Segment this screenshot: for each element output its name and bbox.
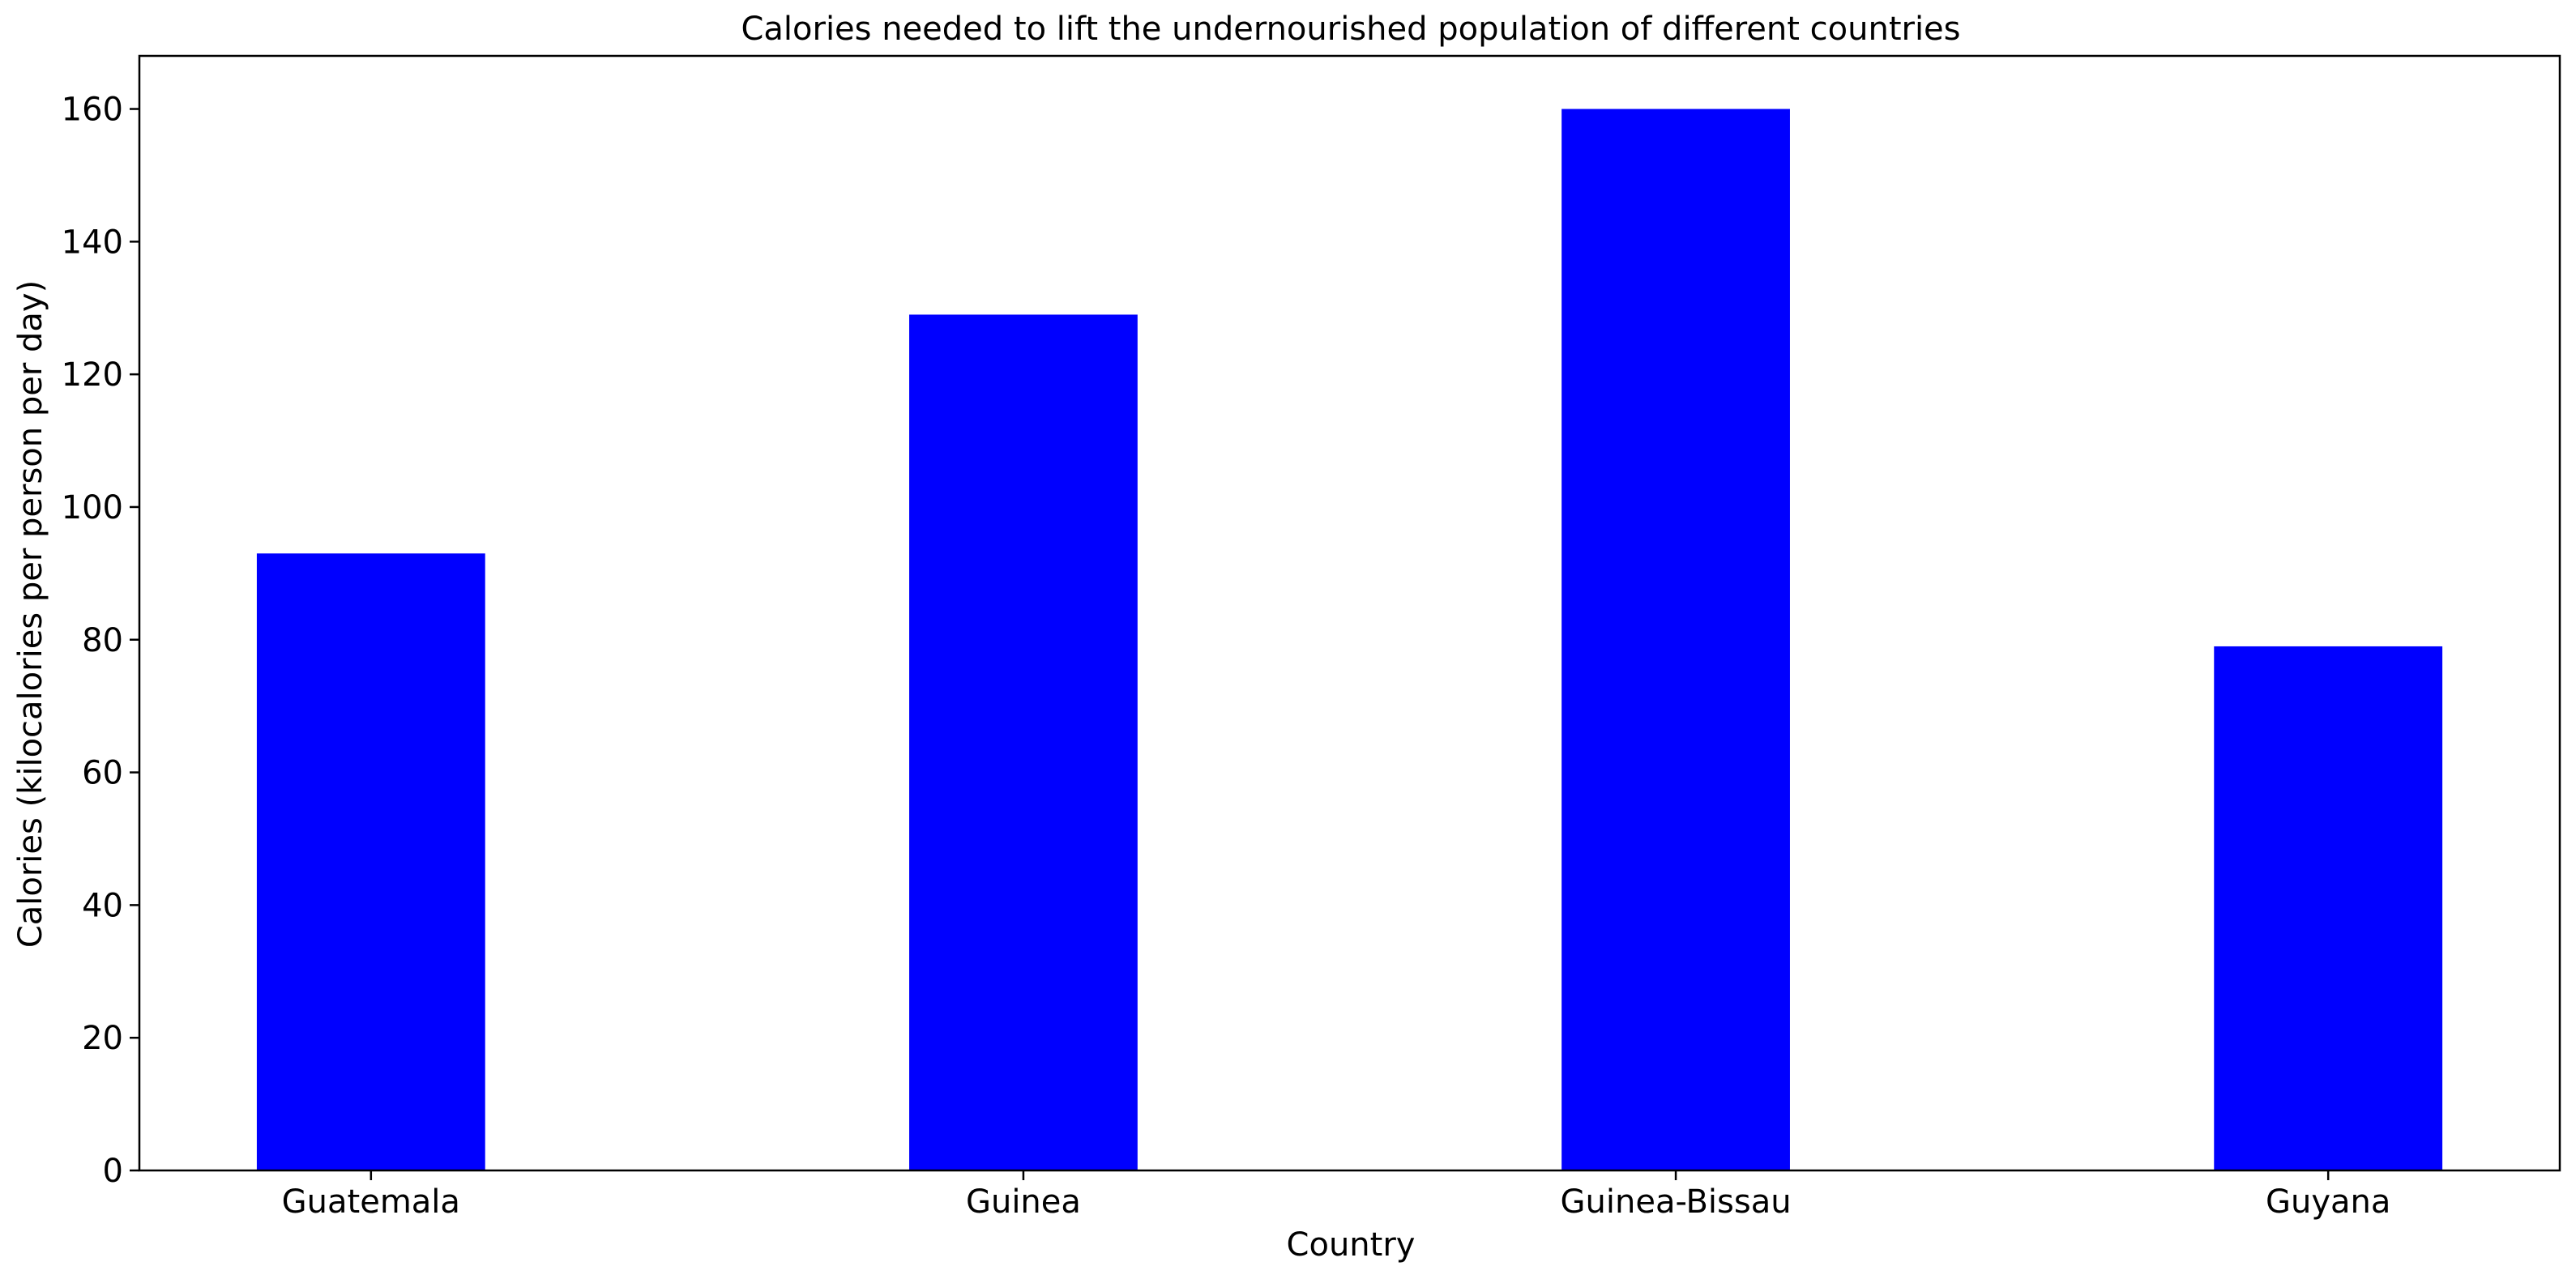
y-tick-label: 20 [82,1020,123,1057]
y-tick-label: 40 [82,887,123,924]
y-tick-label: 80 [82,622,123,659]
x-tick-label: Guinea [966,1183,1081,1221]
y-tick-label: 140 [62,224,123,261]
bars-group [256,109,2443,1170]
y-axis-ticks: 0 20 40 60 80 100 120 140 160 [62,92,139,1190]
x-axis-ticks: Guatemala Guinea Guinea-Bissau Guyana [282,1170,2390,1221]
y-tick-label: 120 [62,356,123,394]
y-tick-label: 100 [62,489,123,527]
y-tick-label: 160 [62,92,123,129]
chart-title: Calories needed to lift the undernourish… [741,11,1960,48]
bar-guatemala [256,553,485,1170]
y-axis-label: Calories (kilocalories per person per da… [12,280,49,948]
plot-area-frame [138,54,2561,1172]
y-tick-label: 0 [103,1153,123,1190]
x-tick-label: Guyana [2266,1183,2390,1221]
bar-guinea-bissau [1561,109,1790,1170]
bar-guinea [909,314,1138,1170]
y-tick-label: 60 [82,755,123,792]
bar-guyana [2214,646,2443,1170]
x-axis-label: Country [1287,1226,1416,1264]
x-tick-label: Guatemala [282,1183,460,1221]
x-tick-label: Guinea-Bissau [1561,1183,1792,1221]
